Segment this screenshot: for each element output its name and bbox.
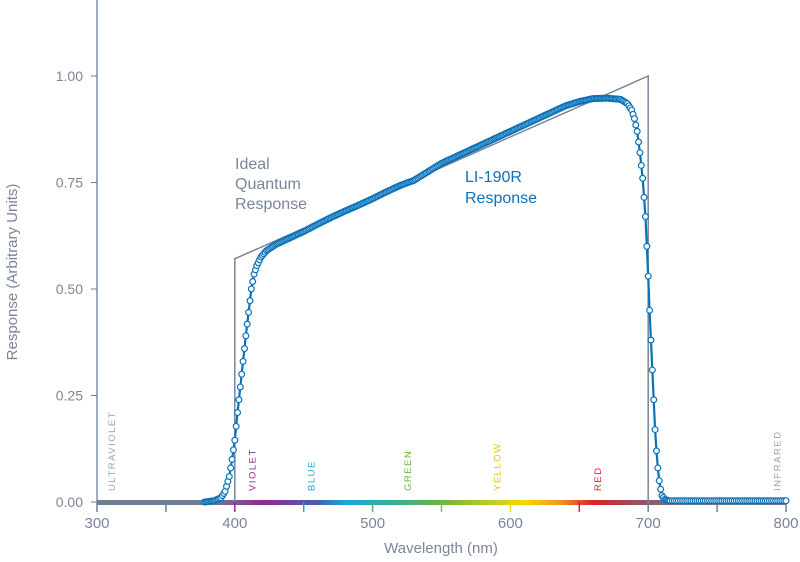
x-tick-label: 500 (360, 515, 385, 532)
spectrum-label-red: RED (593, 466, 604, 491)
li-190r-data-point (237, 384, 243, 390)
li-190r-data-point (634, 128, 640, 134)
li-190r-data-point (235, 410, 241, 416)
li-190r-data-point (239, 371, 245, 377)
sensor-series-label: LI-190R Response (465, 169, 537, 207)
spectrum-label-violet: VIOLET (247, 448, 258, 491)
y-tick-label: 0.25 (56, 388, 83, 404)
li-190r-data-point (637, 150, 643, 156)
li-190r-data-point (231, 447, 237, 453)
li-190r-data-point (641, 195, 647, 201)
li-190r-data-point (240, 359, 246, 365)
li-190r-data-point (638, 163, 644, 169)
li-190r-data-point (643, 214, 649, 220)
y-axis-label: Response (Arbitrary Units) (4, 184, 21, 361)
li-190r-data-point (633, 122, 639, 128)
li-190r-data-point (652, 427, 658, 433)
li-190r-data-point (247, 298, 253, 304)
li-190r-data-point (655, 465, 661, 471)
li-190r-data-point (228, 465, 234, 471)
li-190r-data-point (636, 139, 642, 145)
li-190r-data-point (232, 437, 238, 443)
spectrum-label-ultraviolet: ULTRAVIOLET (107, 411, 118, 491)
li-190r-data-point (783, 498, 789, 504)
spectrum-label-green: GREEN (403, 450, 414, 491)
x-axis-label: Wavelength (nm) (384, 540, 498, 557)
li-190r-data-point (246, 310, 252, 316)
y-tick-label: 0.50 (56, 281, 83, 297)
li-190r-data-point (229, 457, 235, 463)
li-190r-data-point (651, 397, 657, 403)
ideal-series-label: Ideal Quantum Response (235, 156, 307, 213)
li-190r-data-point (654, 448, 660, 454)
spectrum-label-infrared: INFRARED (772, 430, 783, 491)
li-190r-data-point (645, 273, 651, 279)
li-190r-data-point (236, 397, 242, 403)
y-tick-label: 0.00 (56, 494, 83, 510)
li-190r-data-point (640, 175, 646, 181)
li-190r-data-point (242, 346, 248, 352)
y-tick-label: 0.75 (56, 175, 83, 191)
li-190r-data-point (648, 337, 654, 343)
x-tick-label: 400 (222, 515, 247, 532)
spectrum-label-yellow: YELLOW (493, 442, 504, 491)
axes: 0.00 0.25 0.50 0.75 1.00 300 400 500 600 700 800 (56, 0, 799, 532)
x-tick-label: 300 (84, 515, 109, 532)
li-190r-data-point (649, 367, 655, 373)
spectrum-labels: ULTRAVIOLET VIOLET BLUE GREEN YELLOW RED INFRA… (107, 411, 784, 491)
x-tick-label: 600 (498, 515, 523, 532)
li-190r-data-point (233, 423, 239, 429)
ideal-quantum-response-line (235, 76, 648, 502)
li-190r-data-point (244, 321, 250, 327)
y-tick-label: 1.00 (56, 68, 83, 84)
spectrum-label-blue: BLUE (307, 460, 318, 491)
li-190r-data-point (658, 486, 664, 492)
x-tick-label: 800 (773, 515, 798, 532)
li-190r-data-point (647, 307, 653, 313)
li-190r-response-line (204, 98, 786, 502)
li-190r-data-point (248, 286, 254, 292)
li-190r-data-point (226, 474, 232, 480)
li-190r-data-point (644, 244, 650, 250)
series (202, 76, 789, 505)
x-tick-label: 700 (636, 515, 661, 532)
li-190r-data-point (656, 478, 662, 484)
li-190r-data-point (250, 279, 256, 285)
li-190r-data-point (243, 333, 249, 339)
li-190r-data-point (632, 116, 638, 122)
